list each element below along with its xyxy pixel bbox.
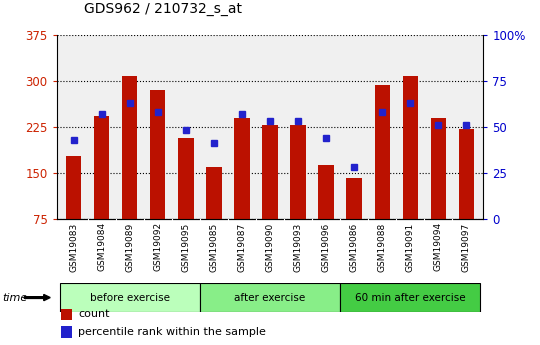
Bar xyxy=(262,125,278,219)
Bar xyxy=(200,283,340,312)
Text: GSM19087: GSM19087 xyxy=(238,222,246,272)
Text: GSM19094: GSM19094 xyxy=(434,222,443,272)
Text: GSM19085: GSM19085 xyxy=(210,222,218,272)
Text: GSM19086: GSM19086 xyxy=(350,222,359,272)
Bar xyxy=(61,309,72,320)
Text: GSM19089: GSM19089 xyxy=(125,222,134,272)
Text: GSM19095: GSM19095 xyxy=(181,222,190,272)
Bar xyxy=(347,178,362,219)
Text: GSM19090: GSM19090 xyxy=(266,222,274,272)
Text: GSM19097: GSM19097 xyxy=(462,222,471,272)
Bar xyxy=(459,129,474,219)
Bar xyxy=(431,118,446,219)
Text: GSM19084: GSM19084 xyxy=(97,222,106,272)
Text: percentile rank within the sample: percentile rank within the sample xyxy=(78,327,266,337)
Bar xyxy=(375,85,390,219)
Bar xyxy=(94,116,109,219)
Bar xyxy=(340,283,481,312)
Bar xyxy=(61,326,72,337)
Bar xyxy=(403,76,418,219)
Bar xyxy=(59,283,200,312)
Text: GSM19091: GSM19091 xyxy=(406,222,415,272)
Text: GSM19096: GSM19096 xyxy=(322,222,330,272)
Text: after exercise: after exercise xyxy=(234,293,306,303)
Bar xyxy=(206,167,221,219)
Text: 60 min after exercise: 60 min after exercise xyxy=(355,293,465,303)
Bar xyxy=(319,165,334,219)
Bar xyxy=(66,156,81,219)
Bar xyxy=(178,138,193,219)
Text: GSM19093: GSM19093 xyxy=(294,222,302,272)
Text: time: time xyxy=(3,293,28,303)
Bar xyxy=(150,90,165,219)
Text: GSM19092: GSM19092 xyxy=(153,222,162,272)
Text: before exercise: before exercise xyxy=(90,293,170,303)
Bar xyxy=(122,76,137,219)
Text: GDS962 / 210732_s_at: GDS962 / 210732_s_at xyxy=(84,1,242,16)
Bar xyxy=(291,125,306,219)
Text: GSM19083: GSM19083 xyxy=(69,222,78,272)
Bar xyxy=(234,118,249,219)
Text: GSM19088: GSM19088 xyxy=(378,222,387,272)
Text: count: count xyxy=(78,309,110,319)
